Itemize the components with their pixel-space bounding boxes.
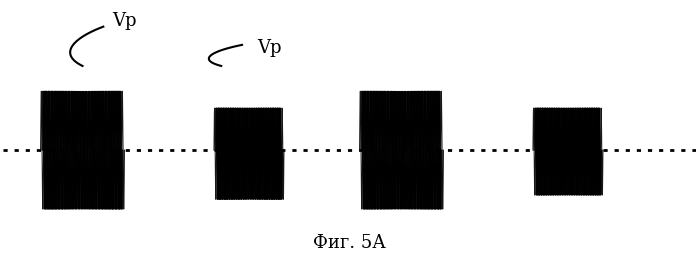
Text: Vp: Vp (112, 12, 136, 30)
Text: Фиг. 5А: Фиг. 5А (313, 234, 386, 252)
Text: Vp: Vp (257, 39, 282, 57)
